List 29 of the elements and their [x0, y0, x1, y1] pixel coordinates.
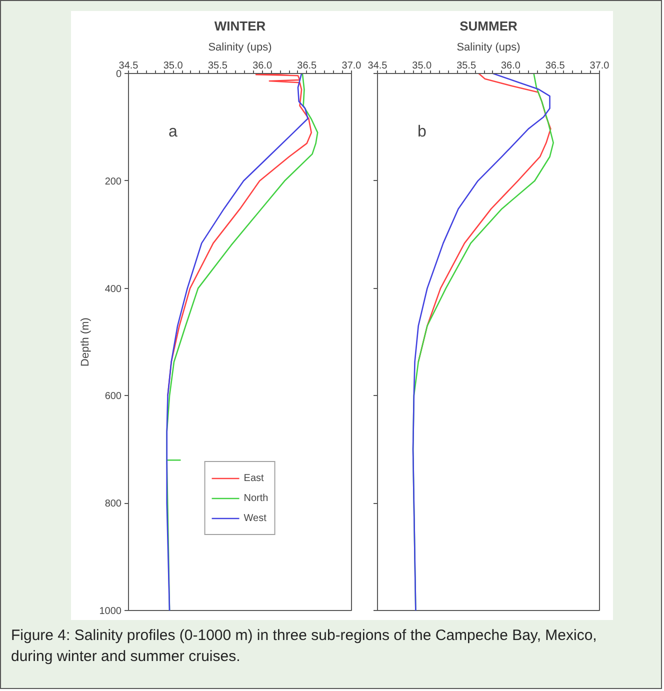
- y-tick-label: 0: [116, 69, 122, 80]
- chart-title: SUMMER: [460, 18, 518, 34]
- x-tick-label: 37.0: [342, 60, 362, 72]
- x-tick-label: 37.0: [590, 60, 610, 72]
- annotation: a: [168, 124, 178, 140]
- y-tick-label: 1000: [99, 606, 122, 617]
- chart-title: WINTER: [214, 18, 266, 34]
- legend-label: East: [244, 472, 264, 484]
- y-tick-label: 600: [104, 391, 122, 402]
- x-tick-label: 36.0: [252, 60, 272, 72]
- x-tick-label: 36.5: [297, 60, 318, 72]
- y-tick-label: 400: [104, 284, 122, 295]
- x-tick-label: 35.5: [208, 60, 228, 72]
- x-axis-title: Salinity (ups): [456, 42, 520, 54]
- y-axis-title: Depth (m): [79, 318, 92, 366]
- y-tick-label: 200: [104, 176, 122, 188]
- caption: Figure 4: Salinity profiles (0-1000 m) in three sub-regions of the Campeche Bay, Mexico, during winter and summer cruises.: [11, 626, 598, 667]
- y-tick-label: 800: [104, 498, 122, 510]
- legend-label: North: [244, 492, 268, 504]
- x-tick-label: 34.5: [118, 60, 139, 72]
- x-tick-label: 36.5: [545, 60, 566, 72]
- x-tick-label: 35.0: [412, 60, 432, 72]
- x-tick-label: 35.0: [163, 60, 184, 72]
- x-tick-label: 34.5: [368, 60, 388, 72]
- annotation: b: [418, 124, 426, 140]
- x-tick-label: 35.5: [456, 60, 476, 72]
- x-axis-title: Salinity (ups): [208, 42, 272, 54]
- x-tick-label: 36.0: [500, 60, 521, 72]
- legend-label: West: [244, 512, 266, 524]
